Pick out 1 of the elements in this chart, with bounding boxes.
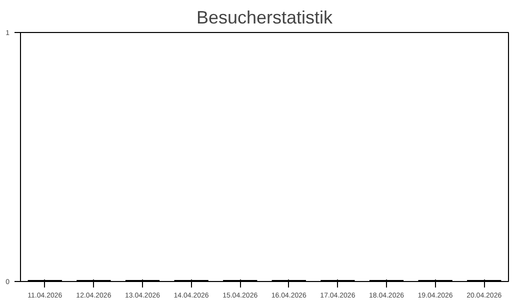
chart-title: Besucherstatistik bbox=[196, 8, 334, 28]
